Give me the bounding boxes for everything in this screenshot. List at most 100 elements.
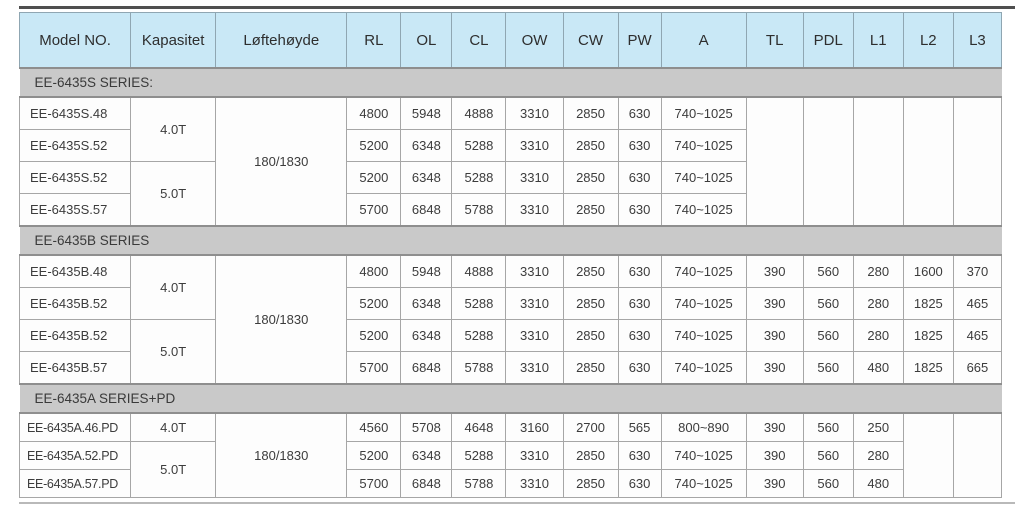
catalog-page: Model NO. Kapasitet Løftehøyde RL OL CL … xyxy=(18,6,1015,504)
cell-cl: 4648 xyxy=(451,412,507,442)
cell-kapasitet: 4.0T xyxy=(130,254,217,320)
cell-cl: 5288 xyxy=(451,319,507,352)
cell-pw: 630 xyxy=(617,193,662,227)
table-row: EE-6435A.52.PD 5.0T 5200 6348 5288 3310 … xyxy=(18,441,1002,498)
col-header-l2: L2 xyxy=(902,12,954,69)
cell-a: 740~1025 xyxy=(660,351,747,385)
cell-ow: 3310 xyxy=(505,254,564,288)
table-row: EE-6435A.46.PD 4.0T 180/1830 4560 5708 4… xyxy=(18,412,1003,498)
col-header-pw: PW xyxy=(617,12,662,69)
cell-ow: 3310 xyxy=(505,351,564,385)
col-header-loftehoyde: Løftehøyde xyxy=(215,12,348,69)
cell-l3: 465 xyxy=(952,287,1003,320)
cell-rl: 5200 xyxy=(346,319,402,352)
cell-kapasitet: 5.0T xyxy=(130,441,217,498)
cell-ol: 6848 xyxy=(400,469,453,498)
cell-pdl: 560 xyxy=(802,287,854,320)
section-row-a: EE-6435A SERIES+PD xyxy=(19,383,1002,414)
cell-pdl: 560 xyxy=(802,412,854,442)
cell-model: EE-6435A.46.PD xyxy=(18,412,132,442)
cell-ol: 6348 xyxy=(400,161,453,194)
cell-model: EE-6435S.52 xyxy=(18,161,132,194)
cell-loftehoyde: 180/1830 xyxy=(215,96,348,227)
cell-model: EE-6435S.52 xyxy=(18,129,132,162)
cell-pdl: 560 xyxy=(802,469,854,498)
cell-l2: 1600 xyxy=(902,254,954,288)
cell-model: EE-6435B.48 xyxy=(18,254,132,288)
table-row: EE-6435B.52 5.0T 5200 6348 5288 3310 285… xyxy=(18,319,1003,385)
cell-kapasitet: 4.0T xyxy=(130,412,217,442)
cell-a: 740~1025 xyxy=(660,469,747,498)
cell-a: 800~890 xyxy=(660,412,747,442)
cell-tl: 390 xyxy=(745,287,804,320)
cell-a: 740~1025 xyxy=(660,193,747,227)
cell-a: 740~1025 xyxy=(660,287,747,320)
cell-pw: 630 xyxy=(617,96,662,130)
cell-l2-empty xyxy=(902,412,954,498)
cell-l2-empty xyxy=(902,96,954,227)
cell-ow: 3310 xyxy=(505,469,564,498)
cell-cl: 5788 xyxy=(451,351,507,385)
cell-pw: 630 xyxy=(617,254,662,288)
cell-tl: 390 xyxy=(745,254,804,288)
cell-rl: 5700 xyxy=(346,469,402,498)
cell-cl: 5288 xyxy=(451,287,507,320)
cell-l3: 370 xyxy=(952,254,1003,288)
cell-cl: 4888 xyxy=(451,96,507,130)
cell-tl: 390 xyxy=(745,412,804,442)
cell-model: EE-6435S.48 xyxy=(18,96,132,130)
cell-rl: 5700 xyxy=(346,351,402,385)
cell-pw: 630 xyxy=(617,287,662,320)
cell-ol: 6348 xyxy=(400,129,453,162)
section-title: EE-6435S SERIES: xyxy=(19,67,1002,98)
section-row-b: EE-6435B SERIES xyxy=(19,225,1002,256)
cell-tl: 390 xyxy=(745,351,804,385)
cell-cl: 5288 xyxy=(451,441,507,470)
cell-pdl: 560 xyxy=(802,319,854,352)
cell-ow: 3310 xyxy=(505,161,564,194)
cell-a: 740~1025 xyxy=(660,441,747,470)
section-row-s: EE-6435S SERIES: xyxy=(19,67,1002,98)
cell-cw: 2850 xyxy=(562,351,619,385)
cell-a: 740~1025 xyxy=(660,96,747,130)
cell-l2: 1825 xyxy=(902,319,954,352)
cell-cw: 2850 xyxy=(562,193,619,227)
cell-l2: 1825 xyxy=(902,287,954,320)
table-row: EE-6435S.57 5700 6848 5788 3310 2850 630… xyxy=(18,193,1002,227)
col-header-l3: L3 xyxy=(952,12,1003,69)
cell-ol: 5708 xyxy=(400,412,453,442)
cell-a: 740~1025 xyxy=(660,161,747,194)
table-row: EE-6435S.52 5.0T 5200 6348 5288 3310 285… xyxy=(18,161,1002,227)
cell-model: EE-6435A.52.PD xyxy=(18,441,132,470)
cell-model: EE-6435B.57 xyxy=(18,351,132,385)
col-header-l1: L1 xyxy=(852,12,904,69)
cell-l3: 665 xyxy=(952,351,1003,385)
cell-ol: 6848 xyxy=(400,193,453,227)
bottom-rule xyxy=(19,502,1015,504)
cell-pw: 630 xyxy=(617,161,662,194)
cell-tl: 390 xyxy=(745,469,804,498)
cell-pw: 630 xyxy=(617,319,662,352)
top-rule xyxy=(19,6,1015,9)
cell-ol: 6848 xyxy=(400,351,453,385)
col-header-tl: TL xyxy=(745,12,804,69)
cell-cw: 2850 xyxy=(562,129,619,162)
cell-cw: 2850 xyxy=(562,441,619,470)
col-header-a: A xyxy=(660,12,747,69)
cell-cw: 2700 xyxy=(562,412,619,442)
col-header-cw: CW xyxy=(562,12,619,69)
cell-l3-empty xyxy=(952,96,1003,227)
cell-cw: 2850 xyxy=(562,96,619,130)
cell-rl: 5200 xyxy=(346,441,402,470)
cell-pdl: 560 xyxy=(802,441,854,470)
header-row: Model NO. Kapasitet Løftehøyde RL OL CL … xyxy=(18,12,1003,69)
cell-tl: 390 xyxy=(745,441,804,470)
cell-l3-empty xyxy=(952,412,1003,498)
cell-pdl: 560 xyxy=(802,351,854,385)
col-header-model: Model NO. xyxy=(18,12,132,69)
table-row: EE-6435A.57.PD 5700 6848 5788 3310 2850 … xyxy=(18,469,1002,498)
cell-model: EE-6435B.52 xyxy=(18,319,132,352)
spec-table: Model NO. Kapasitet Løftehøyde RL OL CL … xyxy=(18,12,1003,498)
cell-tl: 390 xyxy=(745,319,804,352)
table-row: EE-6435B.48 4.0T 180/1830 4800 5948 4888… xyxy=(18,254,1003,385)
